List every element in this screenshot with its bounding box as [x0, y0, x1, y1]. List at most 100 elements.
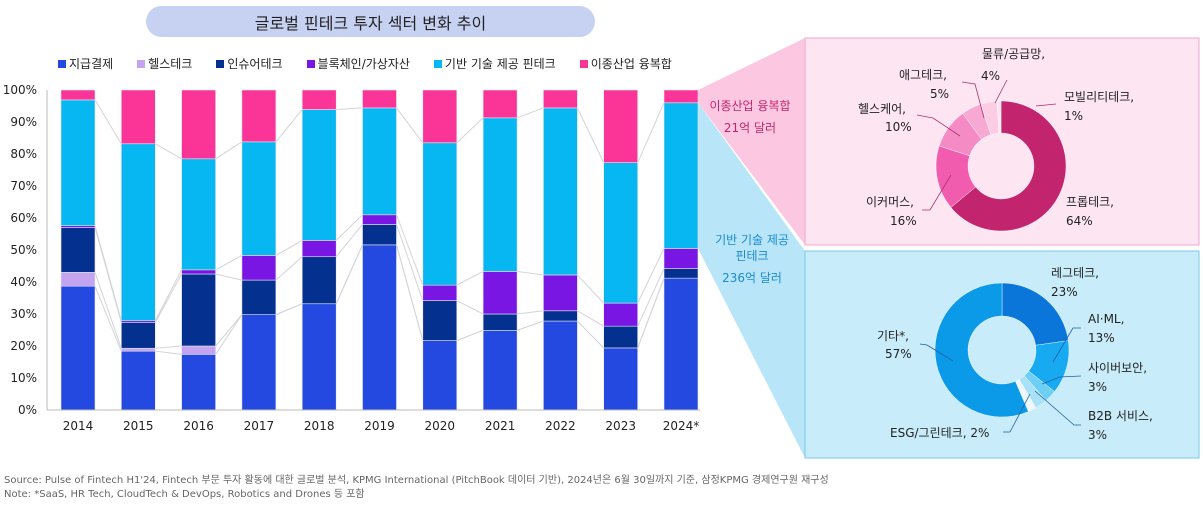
bar-segment — [301, 89, 337, 110]
y-tick-label: 100% — [3, 83, 37, 97]
bar-segment — [121, 350, 156, 411]
bar-segment — [121, 89, 156, 145]
bar-segment — [60, 89, 96, 101]
bar-segment — [181, 158, 216, 271]
label-others-name: 기타*, — [877, 329, 909, 343]
bar-segment — [241, 141, 277, 256]
connector-line — [275, 303, 303, 316]
infra-callout-line3: 236억 달러 — [722, 271, 782, 285]
leader-line — [1052, 327, 1081, 363]
label-cybersecurity-pct: 3% — [1088, 380, 1107, 394]
connector-line — [155, 143, 182, 160]
bar-segment — [301, 303, 337, 411]
connector-line — [94, 272, 122, 349]
bar-segment — [181, 354, 216, 411]
bar-segment — [362, 89, 397, 109]
bar-segment — [301, 109, 337, 241]
connector-line — [94, 225, 122, 321]
donut-infra — [934, 282, 1070, 418]
chart-canvas: 0%10%20%30%40%50%60%70%80%90%100% 2014 20… — [3, 37, 1200, 459]
legend-swatch — [433, 59, 442, 68]
connector-line — [336, 107, 363, 111]
label-mobility-name: 모빌리티테크, — [1064, 90, 1134, 104]
legend: 지급결제 헬스테크 인슈어테크 블록체인/가상자산 기반 기술 제공 핀테크 이… — [58, 55, 672, 72]
footnote: Note: *SaaS, HR Tech, CloudTech & DevOps… — [4, 489, 365, 500]
donut-slice — [950, 100, 1067, 232]
bar-segment — [181, 89, 216, 160]
bar-segment — [543, 274, 578, 312]
connector-line — [275, 256, 303, 281]
label-logistics-name: 물류/공급망, — [982, 47, 1045, 61]
connector-line — [456, 117, 484, 144]
bar-segment — [603, 347, 639, 411]
connector-line — [637, 277, 665, 349]
legend-swatch — [137, 59, 146, 68]
bar-segment — [362, 107, 397, 216]
x-tick-label: 2023 — [605, 419, 636, 433]
bar-segment — [362, 214, 397, 225]
y-tick-label: 60% — [10, 211, 37, 225]
convergence-callout-line2: 21억 달러 — [724, 121, 776, 135]
y-tick-label: 70% — [10, 179, 37, 193]
legend-swatch — [306, 59, 315, 68]
legend-item-blockchain: 블록체인/가상자산 — [306, 55, 410, 72]
bar-segment — [543, 89, 578, 109]
bar-segment — [241, 255, 277, 281]
connector-line — [154, 269, 183, 321]
bar-segment — [241, 314, 277, 411]
x-tick-label: 2019 — [364, 419, 395, 433]
bar-segment — [663, 277, 699, 411]
y-tick-label: 10% — [10, 371, 37, 385]
connector-line — [215, 141, 243, 160]
bar-segment — [121, 322, 156, 349]
x-tick-label: 2016 — [183, 419, 214, 433]
bar-segment — [362, 244, 397, 411]
legend-label: 기반 기술 제공 핀테크 — [444, 57, 556, 71]
y-tick-label: 90% — [10, 115, 37, 129]
legend-item-healthtech: 헬스테크 — [137, 55, 192, 72]
bar-segment — [301, 240, 337, 258]
bar-segment — [603, 325, 639, 349]
connector-line — [637, 248, 665, 304]
bar-segment — [543, 107, 578, 276]
bar-segment — [422, 142, 458, 286]
connector-line — [215, 273, 243, 281]
connector-line — [577, 274, 605, 304]
legend-item-convergence: 이종산업 융복합 — [579, 55, 672, 72]
bar-segment — [60, 99, 96, 226]
connector-line — [275, 109, 303, 143]
infra-callout-line2: 핀테크 — [735, 249, 768, 263]
bar-segment — [362, 224, 397, 246]
connector-line — [517, 310, 544, 315]
bar-segment — [603, 302, 639, 327]
bar-segment — [181, 345, 216, 355]
connector-line — [94, 99, 122, 145]
x-tick-label: 2018 — [304, 419, 335, 433]
connector-line — [637, 102, 665, 163]
connector-line — [155, 345, 182, 349]
bar-connectors — [94, 99, 665, 355]
infra-callout-line1: 기반 기술 제공 — [715, 233, 789, 247]
label-aiml-name: AI·ML, — [1088, 312, 1124, 326]
label-ecommerce-name: 이커머스, — [866, 195, 914, 209]
label-agtech-pct: 5% — [930, 87, 949, 101]
chart-title-text: 글로벌 핀테크 투자 섹터 변화 추이 — [254, 13, 487, 33]
bar-segment — [422, 89, 458, 144]
legend-swatch — [58, 59, 66, 68]
bar-segment — [301, 256, 337, 305]
chart-title: 글로벌 핀테크 투자 섹터 변화 추이 — [146, 6, 595, 37]
connector-line — [637, 268, 665, 327]
bar-segment — [422, 300, 458, 341]
y-tick-label: 40% — [10, 275, 37, 289]
label-b2b-name: B2B 서비스, — [1088, 409, 1153, 423]
leader-line — [922, 174, 952, 211]
blue-panel — [804, 250, 1200, 459]
bar-segment — [60, 285, 96, 411]
y-tick-label: 50% — [10, 243, 37, 257]
bar-segment — [241, 89, 277, 143]
x-tick-label: 2020 — [425, 419, 456, 433]
connector-line — [576, 107, 605, 163]
bar-segment — [121, 347, 156, 352]
connector-line — [456, 329, 484, 342]
donut-convergence — [935, 100, 1067, 232]
